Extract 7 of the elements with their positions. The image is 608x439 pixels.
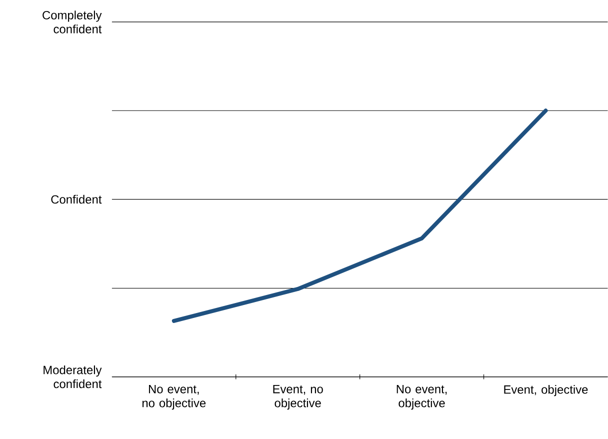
ref-line-label: Completely confident bbox=[42, 10, 102, 34]
ref-line-label: Moderately confident bbox=[44, 366, 102, 388]
x-tick-label: Event, no objective bbox=[273, 385, 323, 410]
x-tick-label: Event, objective bbox=[504, 385, 588, 396]
x-tick-label: No event, objective bbox=[396, 385, 447, 410]
x-tick-label: No event, no objective bbox=[142, 385, 206, 410]
ref-line-label: Confident bbox=[51, 194, 102, 204]
